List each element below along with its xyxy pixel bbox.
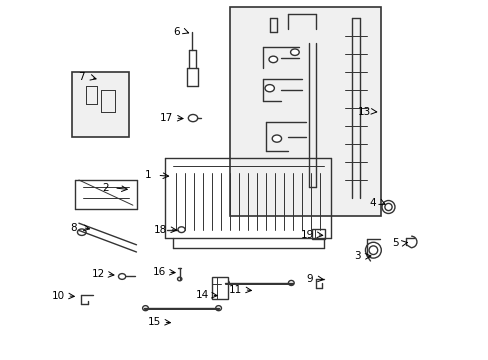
Text: 4: 4 [368,198,375,208]
Ellipse shape [77,229,86,235]
Text: 14: 14 [195,290,208,300]
Text: 11: 11 [228,285,242,295]
Text: 8: 8 [70,222,77,233]
Ellipse shape [368,246,377,255]
Text: 12: 12 [91,269,104,279]
Text: 6: 6 [172,27,179,37]
Ellipse shape [142,306,148,311]
Ellipse shape [381,201,394,213]
Text: 17: 17 [160,113,173,123]
Ellipse shape [288,280,294,285]
Ellipse shape [177,277,182,281]
Text: 1: 1 [145,170,151,180]
Ellipse shape [290,49,299,55]
Ellipse shape [215,306,221,311]
Ellipse shape [268,56,277,63]
Ellipse shape [178,227,185,233]
Text: 2: 2 [102,183,108,193]
Bar [212,277,228,299]
Text: 7: 7 [78,72,85,82]
Text: 3: 3 [353,251,360,261]
Text: 15: 15 [147,317,161,327]
Text: 10: 10 [52,291,65,301]
Bar [230,7,381,216]
Text: 5: 5 [391,238,398,248]
Text: 13: 13 [357,107,370,117]
Text: 16: 16 [152,267,165,277]
Ellipse shape [272,135,281,142]
Text: 9: 9 [305,274,312,284]
Bar [311,229,324,239]
Text: 18: 18 [154,225,167,235]
Bar [72,72,129,137]
Ellipse shape [188,114,197,122]
Ellipse shape [384,203,391,211]
Ellipse shape [264,85,274,92]
Ellipse shape [118,274,125,279]
Text: 19: 19 [300,230,313,240]
Ellipse shape [223,280,229,285]
Ellipse shape [365,242,381,258]
